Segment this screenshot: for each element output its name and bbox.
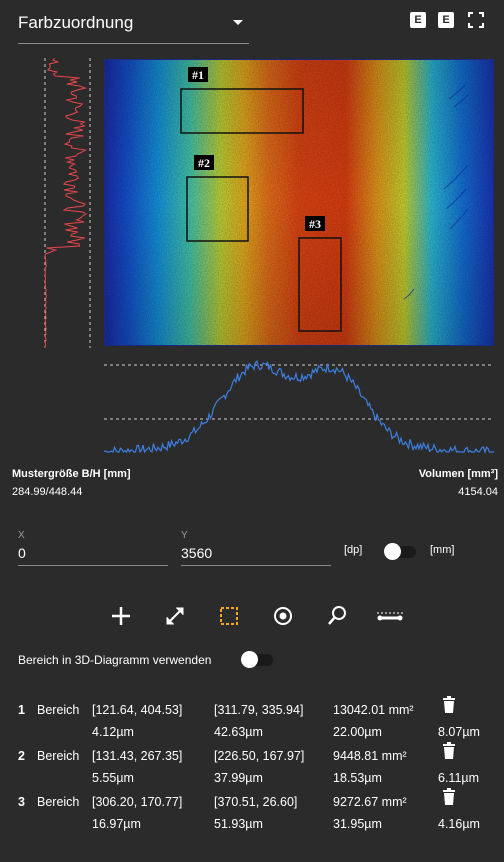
target-icon[interactable] [270,603,296,629]
area-mean-value: 31.95µm [333,817,382,831]
volume-value: 4154.04 [458,486,498,498]
area-point-start: [131.43, 267.35] [92,749,183,763]
profile-line-icon[interactable] [374,603,406,629]
horizontal-profile-line [104,360,494,455]
trash-icon[interactable] [442,788,456,805]
area-size: 9448.81 mm² [333,749,407,763]
roi-3[interactable]: #3 [298,216,342,332]
y-coordinate-input[interactable]: Y 3560 [181,530,331,570]
resize-diagonal-icon[interactable] [162,603,188,629]
sample-size-label: Mustergröße B/H [mm] [12,468,131,480]
vertical-profile-plot [44,58,91,348]
trash-icon[interactable] [442,742,456,759]
area-point-start: [306.20, 170.77] [92,795,183,809]
area-label: Bereich [37,749,80,763]
unit-dp-label: [dp] [344,544,363,556]
y-label: Y [181,530,188,541]
area-min-value: 5.55µm [92,771,134,785]
area-max-value: 51.93µm [214,817,263,831]
area-point-end: [370.51, 26.60] [214,795,298,809]
area-label: Bereich [37,795,80,809]
x-coordinate-input[interactable]: X 0 [18,530,168,570]
zoom-icon[interactable] [324,603,350,629]
area-size: 13042.01 mm² [333,703,414,717]
trash-icon[interactable] [442,696,456,713]
export-button-2[interactable]: E [438,12,454,28]
roi-label: #2 [198,156,210,170]
area-number: 2 [18,749,25,763]
area-max-value: 37.99µm [214,771,263,785]
heatmap-image[interactable]: #1 #2 #3 [104,59,494,346]
area-min-value: 4.12µm [92,725,134,739]
sample-size-value: 284.99/448.44 [12,486,83,498]
area-min-value: 16.97µm [92,817,141,831]
horizontal-profile-plot [104,360,494,455]
export-button-1[interactable]: E [410,12,426,28]
y-value[interactable]: 3560 [181,545,213,561]
x-value[interactable]: 0 [18,545,26,561]
area-std-value: 8.07µm [438,725,480,739]
area-label: Bereich [37,703,80,717]
area-point-start: [121.64, 404.53] [92,703,183,717]
color-mapping-dropdown[interactable]: Farbzuordnung [18,10,249,44]
volume-label: Volumen [mm³] [418,468,498,480]
use-3d-toggle[interactable] [241,651,273,668]
area-std-value: 6.11µm [438,771,480,785]
area-max-value: 42.63µm [214,725,263,739]
area-mean-value: 22.00µm [333,725,382,739]
area-size: 9272.67 mm² [333,795,407,809]
area-number: 3 [18,795,25,809]
select-rectangle-icon[interactable] [216,603,242,629]
fullscreen-icon[interactable] [468,12,484,28]
unit-toggle[interactable] [384,543,416,560]
roi-2[interactable]: #2 [186,155,249,242]
roi-1[interactable]: #1 [180,67,304,134]
area-point-end: [311.79, 335.94] [214,703,304,717]
unit-mm-label: [mm] [430,544,455,556]
x-label: X [18,530,25,541]
plus-icon[interactable] [108,603,134,629]
area-mean-value: 18.53µm [333,771,382,785]
toggle-knob [241,651,258,668]
area-std-value: 4.16µm [438,817,480,831]
roi-label: #3 [309,217,321,231]
dropdown-label: Farbzuordnung [18,13,134,32]
area-number: 1 [18,703,25,717]
toggle-knob [384,543,401,560]
chevron-down-icon [233,20,243,25]
vertical-profile-line [44,58,88,348]
area-point-end: [226.50, 167.97] [214,749,305,763]
roi-label: #1 [192,68,204,82]
use-3d-label: Bereich in 3D-Diagramm verwenden [18,653,212,667]
